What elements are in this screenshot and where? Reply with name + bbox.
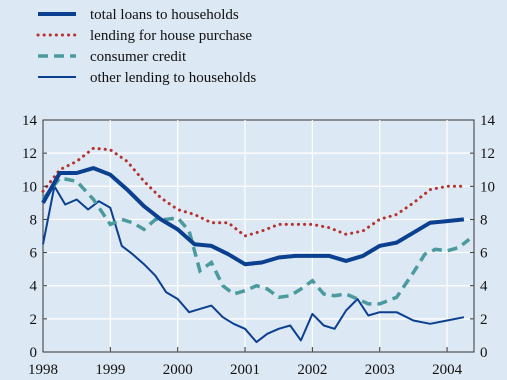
y-tick-label-left: 0 xyxy=(30,345,38,361)
y-tick-label-left: 8 xyxy=(30,212,38,228)
legend-label: total loans to households xyxy=(90,7,239,23)
y-tick-label-right: 8 xyxy=(480,212,488,228)
legend-label: consumer credit xyxy=(90,49,187,65)
series-line-consumer-credit xyxy=(41,176,471,306)
legend: total loans to households lending for hou… xyxy=(36,7,256,86)
y-tick-label-left: 10 xyxy=(22,179,37,195)
y-tick-label-right: 10 xyxy=(480,179,495,195)
x-tick-label: 2001 xyxy=(230,362,260,378)
y-tick-label-right: 0 xyxy=(480,345,488,361)
series-lines xyxy=(41,146,471,344)
x-tick-label: 2002 xyxy=(297,362,327,378)
y-tick-label-left: 4 xyxy=(30,279,38,295)
y-tick-label-left: 6 xyxy=(30,246,38,262)
x-tick-label: 2003 xyxy=(365,362,395,378)
y-tick-label-right: 4 xyxy=(480,279,488,295)
x-tick-label: 1998 xyxy=(28,362,58,378)
series-line-lending-for-house-purchase xyxy=(41,146,466,238)
y-tick-label-left: 12 xyxy=(22,146,37,162)
series-line-total-loans-to-households xyxy=(41,166,465,267)
y-axis-right: 0 2 4 6 8 10 12 14 xyxy=(470,113,496,361)
legend-label: other lending to households xyxy=(90,70,256,86)
y-tick-label-right: 2 xyxy=(480,312,488,328)
x-tick-label: 2004 xyxy=(432,362,463,378)
y-tick-label-right: 14 xyxy=(480,113,496,129)
y-tick-label-left: 2 xyxy=(30,312,38,328)
plot-area xyxy=(42,119,475,353)
y-tick-label-left: 14 xyxy=(22,113,38,129)
y-axis-left: 0 2 4 6 8 10 12 14 xyxy=(22,113,47,361)
y-tick-label-right: 6 xyxy=(480,246,488,262)
x-tick-label: 2000 xyxy=(163,362,193,378)
y-tick-label-right: 12 xyxy=(480,146,495,162)
x-tick-label: 1999 xyxy=(95,362,125,378)
legend-label: lending for house purchase xyxy=(90,28,252,44)
series-line-other-lending-to-households xyxy=(42,185,465,344)
x-axis: 1998 1999 2000 2001 2002 2003 2004 xyxy=(28,347,463,378)
